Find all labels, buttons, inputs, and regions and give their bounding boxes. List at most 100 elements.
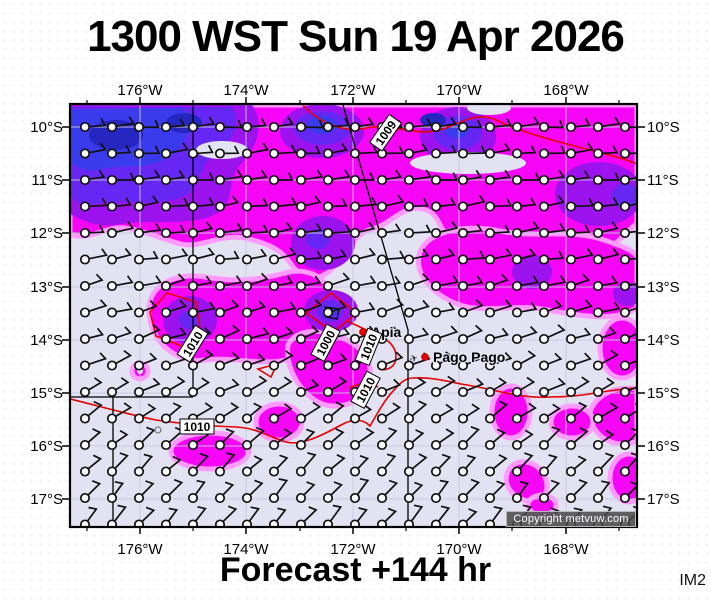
wind-barb-shaft: [277, 350, 294, 365]
wind-barb-shaft: [548, 145, 567, 155]
wind-barb-station: [592, 148, 604, 159]
wind-barb: [430, 275, 460, 292]
wind-barb: [376, 145, 405, 159]
wind-barb: [79, 224, 105, 239]
wind-barb-station: [376, 201, 388, 212]
wind-barb: [79, 248, 108, 265]
wind-barb: [187, 505, 207, 527]
wind-barb-station: [214, 148, 226, 159]
place-pago-pago: ✈ Pago Pago: [408, 348, 506, 367]
wind-barb: [592, 429, 615, 451]
wind-barb-shaft: [386, 223, 402, 234]
wind-barb-station: [511, 386, 523, 398]
wind-barb-shaft: [223, 169, 244, 181]
wind-barb: [403, 224, 432, 239]
wind-barb-station: [295, 254, 307, 265]
wind-barb: [376, 402, 402, 424]
wind-barb: [241, 506, 260, 527]
wind-barb: [430, 479, 450, 504]
wind-barb-shaft: [304, 401, 322, 418]
wind-barb-station: [79, 280, 91, 292]
wind-barb-shaft: [223, 299, 240, 312]
wind-barb-station: [403, 254, 415, 265]
wind-barb-shaft: [411, 429, 425, 443]
wind-barb-station: [592, 492, 604, 504]
wind-barb: [322, 300, 347, 318]
wind-barb-shaft: [629, 257, 637, 261]
wind-barb-station: [619, 254, 631, 265]
wind-barb-shaft: [492, 454, 508, 470]
wind-barb-shaft: [466, 299, 484, 312]
wind-barb-station: [484, 307, 496, 318]
wind-barb: [241, 353, 266, 371]
wind-barb-station: [160, 254, 172, 265]
wind-barb: [538, 454, 558, 477]
isobar-label-box: [179, 418, 215, 435]
wind-barb-station: [268, 519, 280, 527]
wind-barb-shaft: [88, 377, 103, 391]
wind-barb-station: [268, 439, 280, 451]
wind-barb-shaft: [169, 299, 188, 313]
wind-barb-station: [565, 201, 577, 212]
wind-barb: [214, 169, 244, 186]
wind-barb-shaft: [547, 169, 565, 181]
wind-barb-station: [214, 254, 226, 265]
wind-barb-shaft: [142, 300, 158, 312]
wind-barb-shaft: [437, 505, 451, 522]
wind-barb: [133, 275, 162, 292]
wind-barb-shaft: [305, 119, 324, 129]
wind-barb-shaft: [602, 172, 621, 181]
wind-barb-station: [295, 201, 307, 212]
wind-barb-shaft: [574, 248, 594, 260]
wind-barb-shaft: [251, 118, 267, 128]
wind-barb: [160, 224, 186, 239]
wind-barb-station: [241, 227, 253, 239]
wind-barb: [376, 453, 397, 477]
wind-barb-station: [511, 492, 523, 504]
wind-barb-shaft: [629, 126, 637, 129]
wind-barb-shaft: [520, 221, 540, 233]
wind-barb-station: [79, 413, 91, 424]
wind-barb: [133, 195, 160, 212]
wind-barb: [295, 145, 321, 159]
wind-barb: [565, 299, 593, 318]
wind-barb-shaft: [195, 452, 210, 470]
wind-barb-shaft: [384, 507, 398, 523]
wind-barb-station: [322, 201, 334, 212]
wind-barb: [457, 478, 481, 504]
wind-barb: [484, 400, 509, 424]
wind-barb-station: [268, 201, 280, 212]
wind-barb-station: [295, 174, 307, 186]
wind-barb: [565, 118, 591, 133]
wind-barb-station: [430, 148, 442, 159]
wind-barb-shaft: [88, 299, 108, 313]
wind-barb: [511, 402, 537, 424]
wind-barb-station: [241, 466, 253, 477]
wind-barb-shaft: [329, 504, 343, 522]
wind-barb: [619, 299, 637, 318]
wind-barb-shaft: [520, 350, 537, 365]
wind-barb-station: [592, 466, 604, 477]
wind-barb-shaft: [250, 142, 270, 154]
wind-barb-shaft: [357, 455, 370, 470]
wind-barb: [376, 427, 398, 451]
wind-barb-station: [106, 201, 118, 212]
wind-barb-station: [133, 386, 145, 398]
wind-barb: [268, 454, 289, 477]
wind-barb-station: [79, 174, 91, 186]
wind-barb-shaft: [224, 119, 243, 129]
wind-barb: [133, 352, 158, 371]
wind-barb-shaft: [520, 248, 537, 260]
wind-barb-shaft: [167, 507, 179, 522]
wind-barb-station: [484, 360, 496, 371]
wind-barb-shaft: [411, 400, 428, 417]
wind-barb: [565, 376, 590, 398]
wind-barb: [295, 275, 322, 292]
wind-barb: [349, 477, 370, 504]
wind-barb: [322, 117, 351, 133]
wind-barb-station: [457, 174, 469, 186]
wind-barb-shaft: [196, 349, 214, 365]
wind-barb: [241, 169, 268, 186]
lon-label-top: 168°W: [543, 82, 589, 99]
wind-barb-station: [214, 466, 226, 477]
